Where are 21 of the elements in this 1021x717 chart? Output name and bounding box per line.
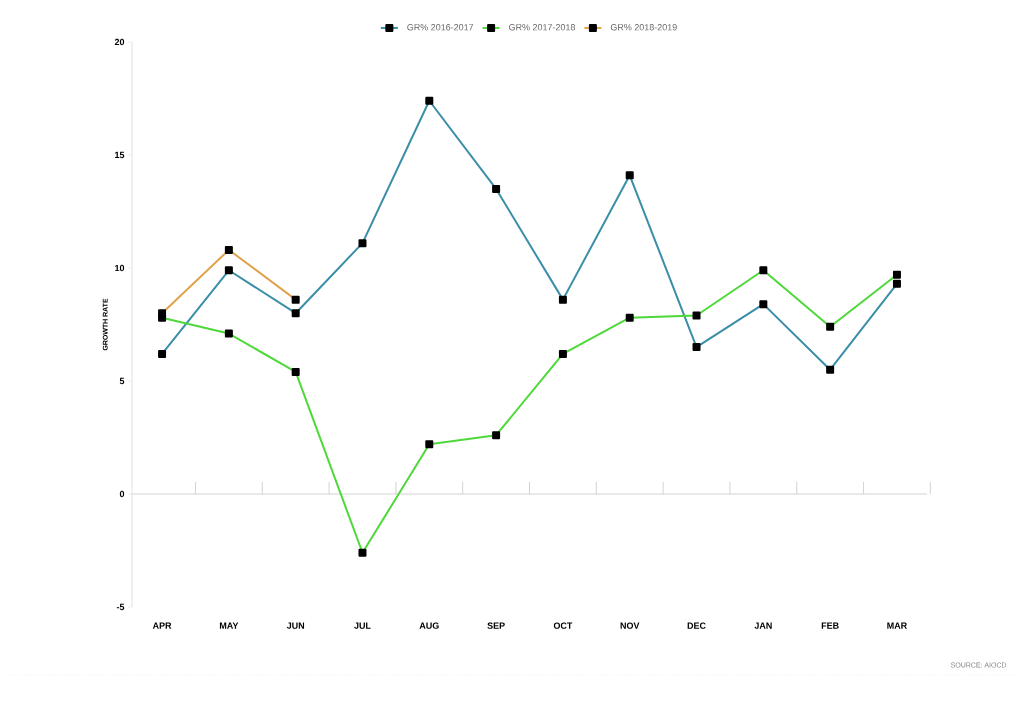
y-tick-label: -5 — [116, 603, 125, 611]
y-tick-label: 10 — [115, 264, 125, 272]
x-tick-label: OCT — [553, 622, 573, 629]
y-tick-label: 0 — [119, 490, 125, 498]
x-tick-label: MAY — [219, 622, 239, 629]
x-tick-label: JUL — [354, 622, 371, 629]
x-tick-label: MAR — [887, 622, 907, 629]
y-tick-label: 20 — [114, 38, 125, 46]
legend-label: GR% 2018-2019 — [610, 24, 677, 31]
x-tick-label: APR — [152, 622, 172, 629]
legend-label: GR% 2017-2018 — [509, 24, 575, 31]
x-tick-label: FEB — [821, 622, 839, 629]
x-tick-label: AUG — [419, 622, 439, 629]
y-tick-label: 15 — [115, 151, 125, 159]
x-tick-label: JUN — [286, 622, 305, 629]
x-tick-label: SEP — [487, 622, 505, 629]
x-tick-label: DEC — [687, 622, 706, 629]
legend-label: GR% 2016-2017 — [407, 24, 474, 31]
x-tick-label: JAN — [754, 622, 772, 629]
x-tick-label: NOV — [620, 622, 640, 629]
y-tick-label: 5 — [119, 377, 125, 385]
